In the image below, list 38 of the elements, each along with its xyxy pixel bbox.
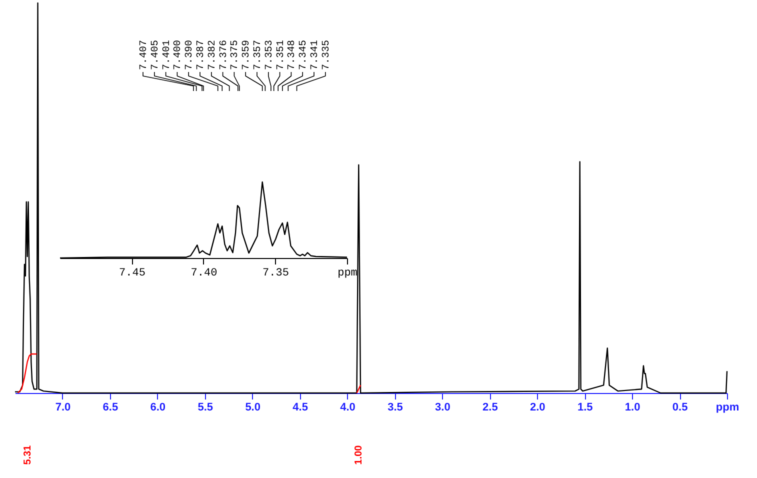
x-tick-label: 1.0: [624, 402, 640, 414]
annotation: 7.407: [139, 40, 150, 70]
annotation: 7.382: [207, 40, 218, 70]
x-tick-label: 7.40: [190, 268, 218, 280]
text: 1.00: [354, 444, 365, 465]
x-tick-label: 7.35: [262, 268, 289, 280]
x-tick-label: 2.5: [482, 402, 498, 414]
annotation: 7.353: [264, 40, 276, 70]
annotation: 7.351: [276, 40, 287, 70]
x-tick-label: 4.5: [292, 402, 308, 414]
x-tick-label: 3.5: [388, 402, 403, 414]
x-tick-label: ppm: [716, 402, 740, 414]
annotation: 7.400: [173, 40, 184, 70]
annotation: 7.375: [230, 40, 242, 70]
text: 5.31: [22, 444, 34, 465]
x-tick-label: 7.45: [119, 268, 146, 280]
x-tick-label: 5.5: [198, 402, 214, 414]
x-tick-label: ppm: [338, 268, 358, 280]
x-tick-label: 1.5: [577, 402, 593, 414]
annotation: 7.376: [218, 40, 230, 70]
x-tick-label: 4.0: [340, 402, 356, 414]
annotation: 7.390: [184, 40, 196, 70]
annotation: 7.387: [196, 40, 207, 70]
annotation: 7.401: [162, 40, 173, 70]
annotation: 7.348: [287, 40, 298, 70]
x-tick-label: 6.5: [102, 402, 118, 414]
x-tick-label: 0.5: [672, 402, 688, 414]
x-tick-label: 6.0: [150, 402, 166, 414]
x-tick-label: 7.0: [55, 402, 71, 414]
annotation: 7.357: [253, 40, 264, 70]
x-tick-label: 3.0: [435, 402, 450, 414]
annotation: 7.359: [242, 40, 253, 70]
annotation: 7.405: [150, 40, 162, 70]
annotation: 7.341: [310, 40, 321, 70]
annotation: 7.335: [321, 40, 332, 70]
x-tick-label: 2.0: [530, 402, 546, 414]
annotation: 7.345: [298, 40, 310, 70]
x-tick-label: 5.0: [245, 402, 260, 414]
